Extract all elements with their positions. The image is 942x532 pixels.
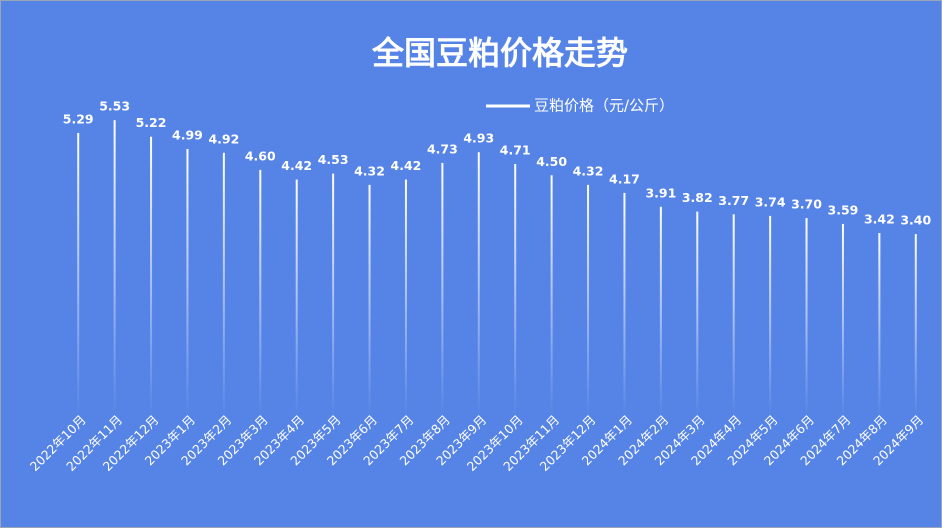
data-label: 3.70: [791, 197, 822, 212]
bar: [623, 192, 626, 416]
data-label: 3.91: [645, 185, 676, 200]
bar: [222, 152, 225, 416]
bar: [477, 152, 480, 416]
bar: [259, 169, 262, 416]
data-label: 4.50: [536, 154, 567, 169]
data-label: 4.32: [573, 163, 604, 178]
bar: [659, 206, 662, 416]
data-label: 4.32: [354, 163, 385, 178]
bar: [696, 211, 699, 416]
bar: [295, 179, 298, 416]
data-label: 4.73: [427, 141, 458, 156]
chart-title: 全国豆粕价格走势: [371, 34, 628, 72]
data-label: 3.74: [755, 194, 786, 209]
bar: [186, 149, 189, 416]
data-label: 4.92: [208, 131, 239, 146]
data-label: 4.71: [500, 143, 531, 158]
data-label: 4.42: [391, 158, 422, 173]
data-label: 5.53: [99, 99, 130, 114]
bar: [732, 214, 735, 416]
data-label: 3.82: [682, 190, 713, 205]
bar: [368, 184, 371, 416]
data-label: 4.99: [172, 128, 203, 143]
legend-label: 豆粕价格（元/公斤）: [534, 97, 674, 115]
data-label: 3.59: [828, 202, 859, 217]
bar: [77, 132, 80, 417]
data-label: 4.60: [245, 148, 276, 163]
bar: [878, 233, 881, 416]
data-label: 5.29: [63, 111, 94, 126]
bar: [332, 173, 335, 416]
bar: [113, 120, 116, 417]
bar: [404, 179, 407, 416]
bar: [805, 218, 808, 416]
bar: [150, 136, 153, 417]
data-label: 5.22: [136, 115, 167, 130]
bar: [841, 223, 844, 416]
bar: [587, 184, 590, 416]
data-label: 4.53: [318, 152, 349, 167]
data-label: 3.40: [900, 213, 931, 228]
bar: [441, 162, 444, 416]
bar: [769, 215, 772, 416]
bar: [914, 234, 917, 416]
data-label: 3.42: [864, 212, 895, 227]
data-label: 4.42: [281, 158, 312, 173]
bar: [514, 164, 517, 416]
data-label: 4.17: [609, 171, 640, 186]
bar: [550, 175, 553, 416]
data-label: 3.77: [718, 193, 749, 208]
data-label: 4.93: [463, 131, 494, 146]
